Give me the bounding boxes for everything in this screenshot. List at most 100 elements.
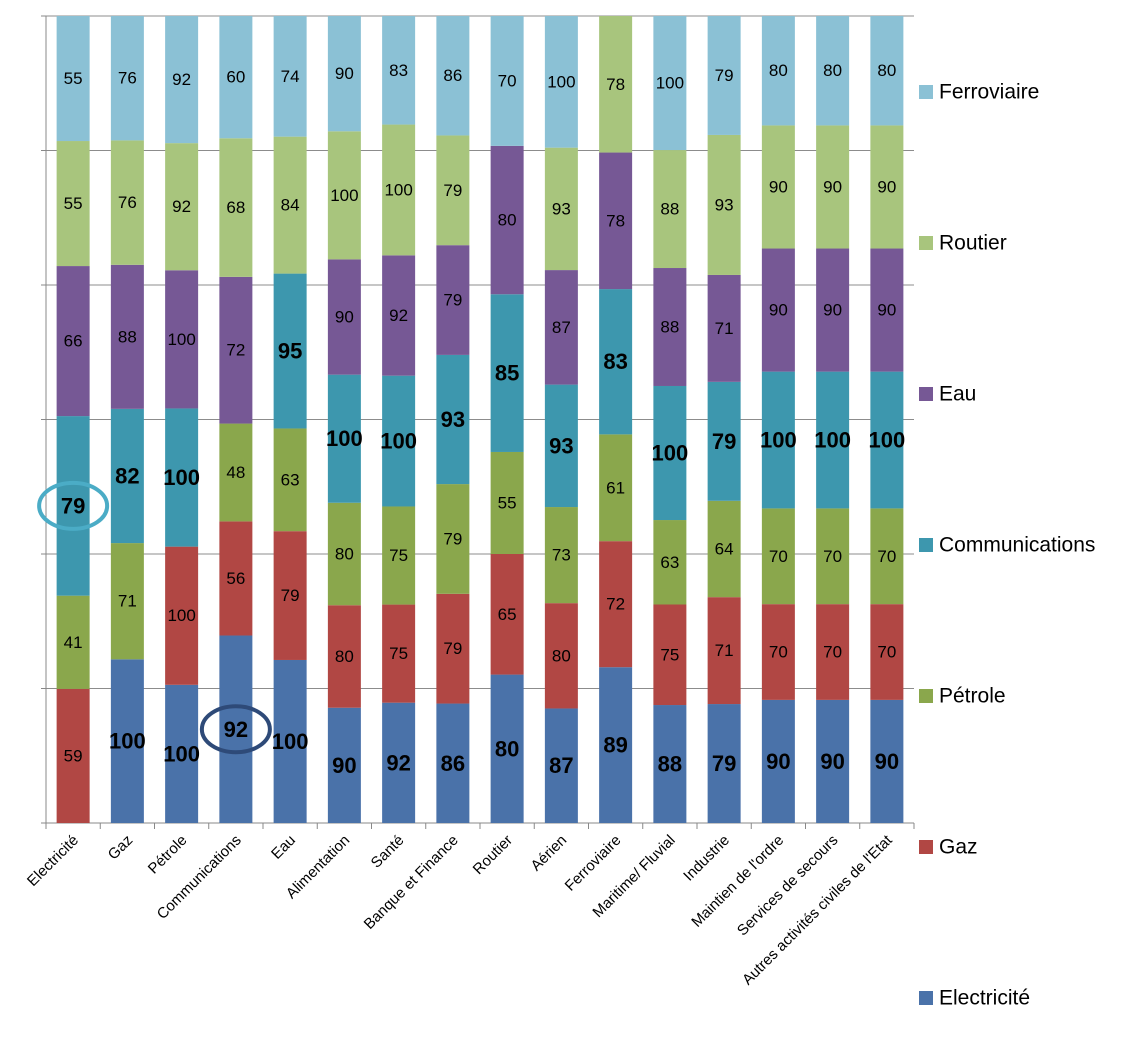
data-label: 80 bbox=[498, 211, 517, 230]
bar-alimentation-eau bbox=[327, 259, 361, 375]
bar-services-de-secours-eau bbox=[816, 248, 850, 372]
bar-eau-gaz bbox=[273, 531, 307, 660]
data-label: 95 bbox=[278, 339, 302, 364]
bar-communications-gaz bbox=[219, 521, 253, 636]
bar-communications-ferroviaire bbox=[219, 16, 253, 139]
bar-industrie-electricite bbox=[707, 704, 741, 823]
x-tick-label: Industrie bbox=[680, 832, 733, 885]
data-label: 70 bbox=[769, 547, 788, 566]
data-label: 88 bbox=[660, 318, 679, 337]
data-label: 70 bbox=[877, 643, 896, 662]
bar-petrole-eau bbox=[165, 270, 199, 409]
bar-maintien-de-l-ordre-gaz bbox=[761, 604, 795, 700]
bar-petrole-communications bbox=[165, 408, 199, 547]
data-label: 86 bbox=[441, 751, 465, 776]
data-label: 75 bbox=[389, 644, 408, 663]
data-label: 79 bbox=[443, 291, 462, 310]
bar-gaz-eau bbox=[110, 264, 144, 409]
legend-label-electricite: Electricité bbox=[939, 987, 1030, 1010]
bar-autres-activites-civiles-de-l-etat-eau bbox=[870, 248, 904, 372]
bar-routier-communications bbox=[490, 294, 524, 452]
data-label: 65 bbox=[498, 605, 517, 624]
x-tick-label: Maintien de l'ordre bbox=[688, 832, 787, 931]
bar-aerien-routier bbox=[544, 147, 578, 271]
data-label: 84 bbox=[281, 196, 300, 215]
data-label: 68 bbox=[226, 198, 245, 217]
data-label: 63 bbox=[660, 553, 679, 572]
bar-banque-et-finance-petrole bbox=[436, 484, 470, 594]
data-label: 100 bbox=[656, 74, 684, 93]
bar-ferroviaire-electricite bbox=[599, 667, 633, 823]
bar-autres-activites-civiles-de-l-etat-ferroviaire bbox=[870, 16, 904, 126]
data-label: 92 bbox=[389, 306, 408, 325]
data-label: 100 bbox=[163, 465, 200, 490]
data-label: 86 bbox=[443, 66, 462, 85]
data-label: 71 bbox=[118, 592, 137, 611]
data-label: 100 bbox=[330, 186, 358, 205]
bar-electricite-petrole bbox=[56, 595, 90, 689]
data-label: 90 bbox=[877, 301, 896, 320]
data-label: 70 bbox=[823, 643, 842, 662]
bar-gaz-communications bbox=[110, 408, 144, 544]
data-label: 100 bbox=[167, 606, 195, 625]
bar-aerien-petrole bbox=[544, 507, 578, 604]
data-label: 72 bbox=[606, 595, 625, 614]
data-label: 90 bbox=[332, 753, 356, 778]
bar-maritime-fluvial-communications bbox=[653, 385, 687, 521]
data-label: 79 bbox=[443, 181, 462, 200]
bar-electricite-eau bbox=[56, 266, 90, 417]
bar-aerien-eau bbox=[544, 270, 578, 385]
data-label: 79 bbox=[281, 586, 300, 605]
data-labels: 59 41 79 66 55 55 100 71 82 88 76 76 100 100 100 100 92 9… bbox=[61, 61, 905, 778]
data-label: 93 bbox=[715, 195, 734, 214]
data-label: 56 bbox=[226, 569, 245, 588]
bar-sante-gaz bbox=[382, 604, 416, 703]
bar-routier-eau bbox=[490, 145, 524, 295]
legend-swatch-communications bbox=[919, 538, 933, 552]
bar-alimentation-electricite bbox=[327, 707, 361, 823]
data-label: 100 bbox=[760, 428, 797, 453]
bar-services-de-secours-electricite bbox=[816, 699, 850, 823]
bar-aerien-gaz bbox=[544, 603, 578, 709]
bar-industrie-communications bbox=[707, 381, 741, 501]
bar-services-de-secours-petrole bbox=[816, 508, 850, 605]
bar-maritime-fluvial-ferroviaire bbox=[653, 16, 687, 151]
data-label: 55 bbox=[498, 493, 517, 512]
highlight-circle bbox=[199, 704, 272, 755]
data-label: 73 bbox=[552, 546, 571, 565]
data-label: 88 bbox=[660, 200, 679, 219]
bar-routier-electricite bbox=[490, 674, 524, 823]
data-label: 92 bbox=[386, 750, 410, 775]
bar-autres-activites-civiles-de-l-etat-petrole bbox=[870, 508, 904, 605]
bar-maintien-de-l-ordre-eau bbox=[761, 248, 795, 372]
bar-routier-petrole bbox=[490, 451, 524, 554]
bar-autres-activites-civiles-de-l-etat-electricite bbox=[870, 699, 904, 823]
data-label: 87 bbox=[552, 318, 571, 337]
data-label: 71 bbox=[715, 641, 734, 660]
bar-services-de-secours-gaz bbox=[816, 604, 850, 700]
data-label: 100 bbox=[272, 729, 309, 754]
bar-alimentation-petrole bbox=[327, 502, 361, 606]
data-label: 48 bbox=[226, 463, 245, 482]
bar-maintien-de-l-ordre-electricite bbox=[761, 699, 795, 823]
data-label: 83 bbox=[603, 349, 627, 374]
bar-maritime-fluvial-petrole bbox=[653, 520, 687, 605]
bars bbox=[56, 16, 904, 823]
data-label: 59 bbox=[64, 746, 83, 765]
legend-label-gaz: Gaz bbox=[939, 836, 978, 859]
data-label: 79 bbox=[443, 529, 462, 548]
bar-routier-gaz bbox=[490, 554, 524, 675]
legend-label-communications: Communications bbox=[939, 534, 1095, 557]
bar-sante-communications bbox=[382, 375, 416, 507]
data-label: 61 bbox=[606, 478, 625, 497]
data-label: 76 bbox=[118, 193, 137, 212]
data-label: 90 bbox=[823, 301, 842, 320]
data-label: 55 bbox=[64, 69, 83, 88]
data-label: 93 bbox=[549, 433, 573, 458]
bar-banque-et-finance-routier bbox=[436, 135, 470, 246]
bar-services-de-secours-routier bbox=[816, 125, 850, 249]
bar-aerien-communications bbox=[544, 384, 578, 508]
data-label: 92 bbox=[172, 197, 191, 216]
legend-swatch-electricite bbox=[919, 991, 933, 1005]
bar-sante-electricite bbox=[382, 702, 416, 823]
